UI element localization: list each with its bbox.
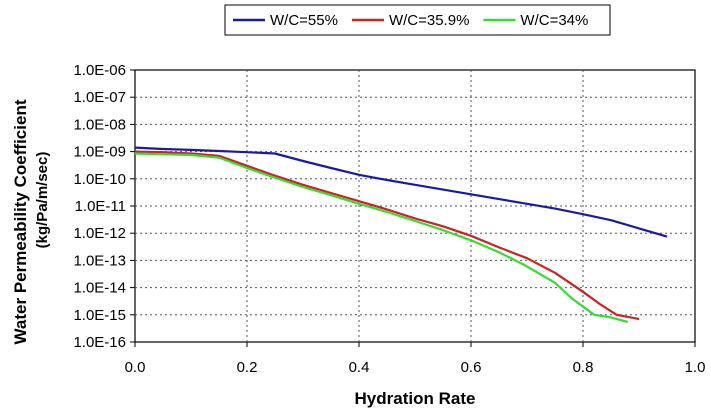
y-tick-label: 1.0E-14 (73, 280, 126, 297)
y-tick-label: 1.0E-10 (73, 171, 126, 188)
x-tick-label: 0.4 (349, 359, 370, 376)
legend: W/C=55% W/C=35.9% W/C=34% (224, 4, 611, 36)
series-line (134, 146, 668, 238)
y-tick-label: 1.0E-16 (73, 334, 126, 351)
x-tick-label: 0.6 (461, 359, 482, 376)
y-tick-label: 1.0E-13 (73, 252, 126, 269)
x-tick-label: 0.8 (573, 359, 594, 376)
y-axis-units: (kg/Pa/m/sec) (34, 152, 51, 249)
legend-label: W/C=35.9% (389, 12, 469, 29)
legend-box (224, 4, 611, 36)
y-axis-title: Water Permeability Coefficient (11, 99, 30, 344)
y-tick-label: 1.0E-07 (73, 89, 126, 106)
series-line (134, 150, 640, 321)
y-tick-label: 1.0E-15 (73, 307, 126, 324)
x-tick-label: 0.2 (237, 359, 258, 376)
y-tick-label: 1.0E-06 (73, 62, 126, 79)
x-tick-label: 1.0 (685, 359, 706, 376)
y-tick-label: 1.0E-12 (73, 225, 126, 242)
legend-label: W/C=55% (270, 12, 338, 29)
y-tick-label: 1.0E-09 (73, 144, 126, 161)
y-tick-label: 1.0E-11 (75, 198, 126, 215)
legend-label: W/C=34% (520, 12, 588, 29)
series-line (134, 152, 629, 323)
y-tick-label: 1.0E-08 (73, 116, 126, 133)
x-axis-title: Hydration Rate (355, 389, 476, 408)
x-tick-label: 0.0 (125, 359, 146, 376)
